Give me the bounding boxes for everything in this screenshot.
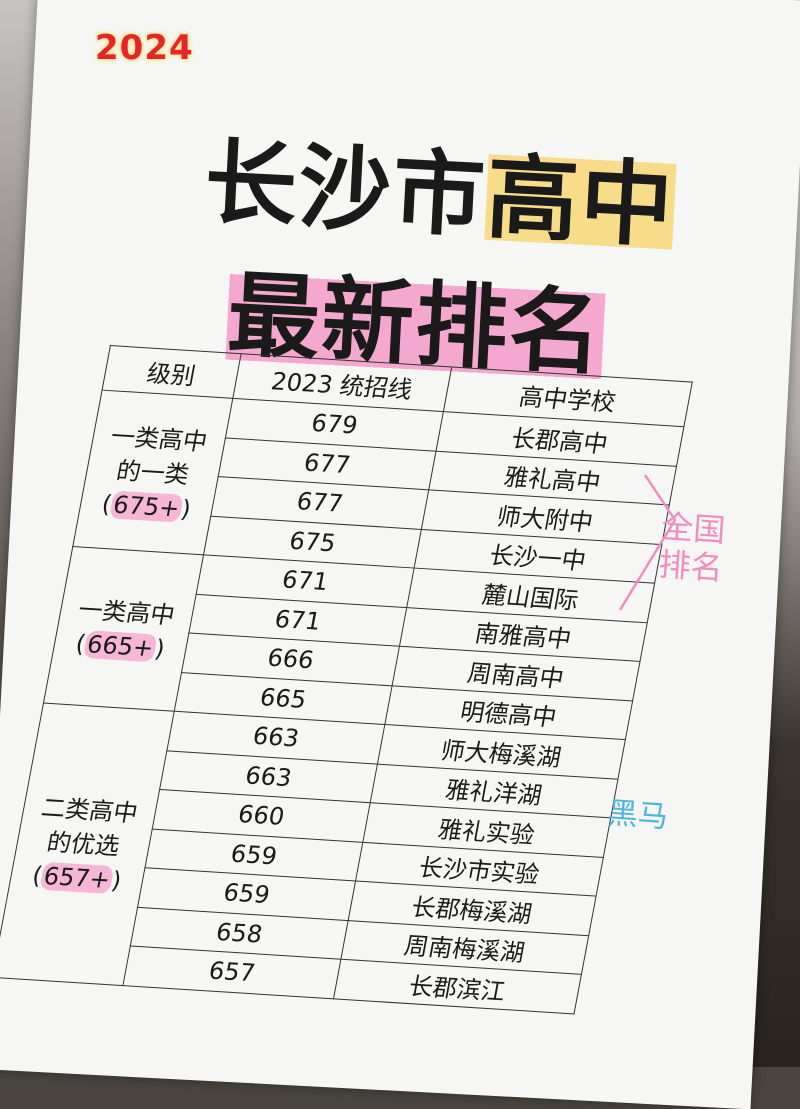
cutoff-highlight: 657+ — [39, 861, 115, 894]
cutoff-highlight: 665+ — [82, 629, 158, 662]
handwritten-dark-horse: 黑马 — [606, 795, 669, 836]
title-highlight: 高中 — [483, 143, 678, 261]
level-cutoff: (657+) — [30, 861, 124, 895]
handwritten-national-ranking: 全国排名 — [657, 507, 727, 588]
header-level: 级别 — [102, 345, 242, 399]
level-cutoff: (675+) — [99, 489, 194, 523]
pen-bracket-mark — [618, 474, 677, 611]
year-logo: 2024 — [95, 28, 194, 68]
title-city: 长沙市 — [202, 128, 490, 251]
cutoff-highlight: 675+ — [109, 490, 184, 523]
ranking-table: 级别 2023 统招线 高中学校 一类高中 的一类 (675+) 679 长郡高中 677… — [0, 345, 693, 1014]
